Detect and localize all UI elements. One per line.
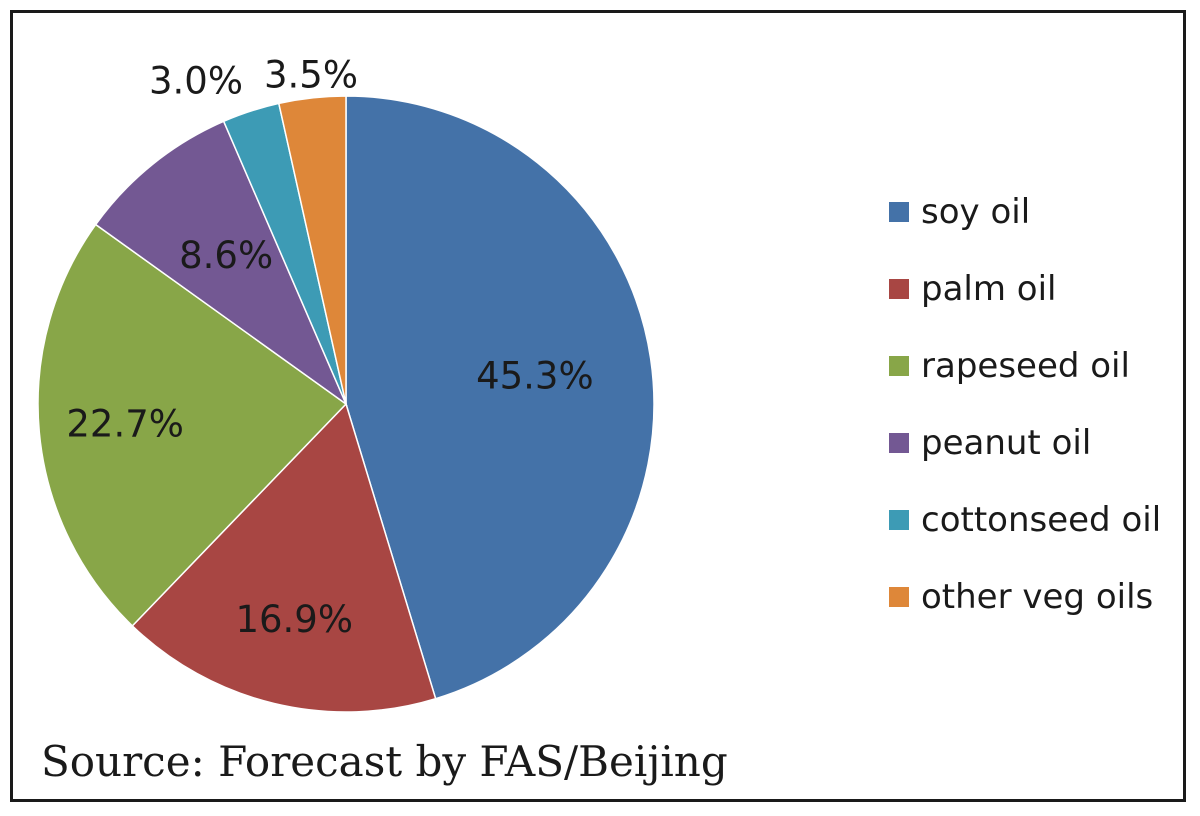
legend-swatch-rapeseed-oil	[889, 356, 909, 376]
legend: soy oil palm oil rapeseed oil peanut oil…	[889, 192, 1162, 655]
slice-label-other-veg-oils: 3.5%	[264, 54, 358, 97]
legend-item-peanut-oil: peanut oil	[889, 423, 1161, 463]
legend-swatch-palm-oil	[889, 279, 909, 299]
legend-swatch-peanut-oil	[889, 433, 909, 453]
legend-label-rapeseed-oil: rapeseed oil	[921, 346, 1130, 386]
pie-slice-soy-oil	[345, 95, 655, 700]
slice-label-palm-oil: 16.9%	[235, 598, 353, 641]
legend-swatch-cottonseed-oil	[889, 510, 909, 530]
pie-chart: 45.3% 16.9% 22.7% 8.6% 3.0% 3.5%	[37, 54, 655, 713]
pie-slice-peanut-oil	[94, 120, 348, 407]
pie-slice-rapeseed-oil	[37, 223, 348, 627]
legend-item-palm-oil: palm oil	[889, 269, 1161, 309]
legend-item-other-veg-oils: other veg oils	[889, 577, 1161, 617]
source-note: Source: Forecast by FAS/Beijing	[41, 737, 728, 786]
legend-item-cottonseed-oil: cottonseed oil	[889, 500, 1162, 540]
legend-item-soy-oil: soy oil	[889, 192, 1161, 232]
slice-label-peanut-oil: 8.6%	[179, 234, 273, 277]
legend-label-peanut-oil: peanut oil	[921, 423, 1092, 463]
pie-slice-other-veg-oils	[277, 95, 347, 405]
slice-label-rapeseed-oil: 22.7%	[66, 403, 184, 446]
chart-frame: 45.3% 16.9% 22.7% 8.6% 3.0% 3.5% soy oil palm…	[10, 10, 1186, 802]
legend-swatch-other-veg-oils	[889, 587, 909, 607]
legend-swatch-soy-oil	[889, 202, 909, 222]
legend-label-cottonseed-oil: cottonseed oil	[921, 500, 1162, 540]
legend-label-other-veg-oils: other veg oils	[921, 577, 1154, 617]
slice-label-soy-oil: 45.3%	[476, 354, 594, 397]
legend-item-rapeseed-oil: rapeseed oil	[889, 346, 1161, 386]
pie-slice-palm-oil	[131, 402, 437, 713]
legend-label-palm-oil: palm oil	[921, 269, 1057, 309]
slice-label-cottonseed-oil: 3.0%	[149, 60, 243, 103]
legend-label-soy-oil: soy oil	[921, 192, 1031, 232]
